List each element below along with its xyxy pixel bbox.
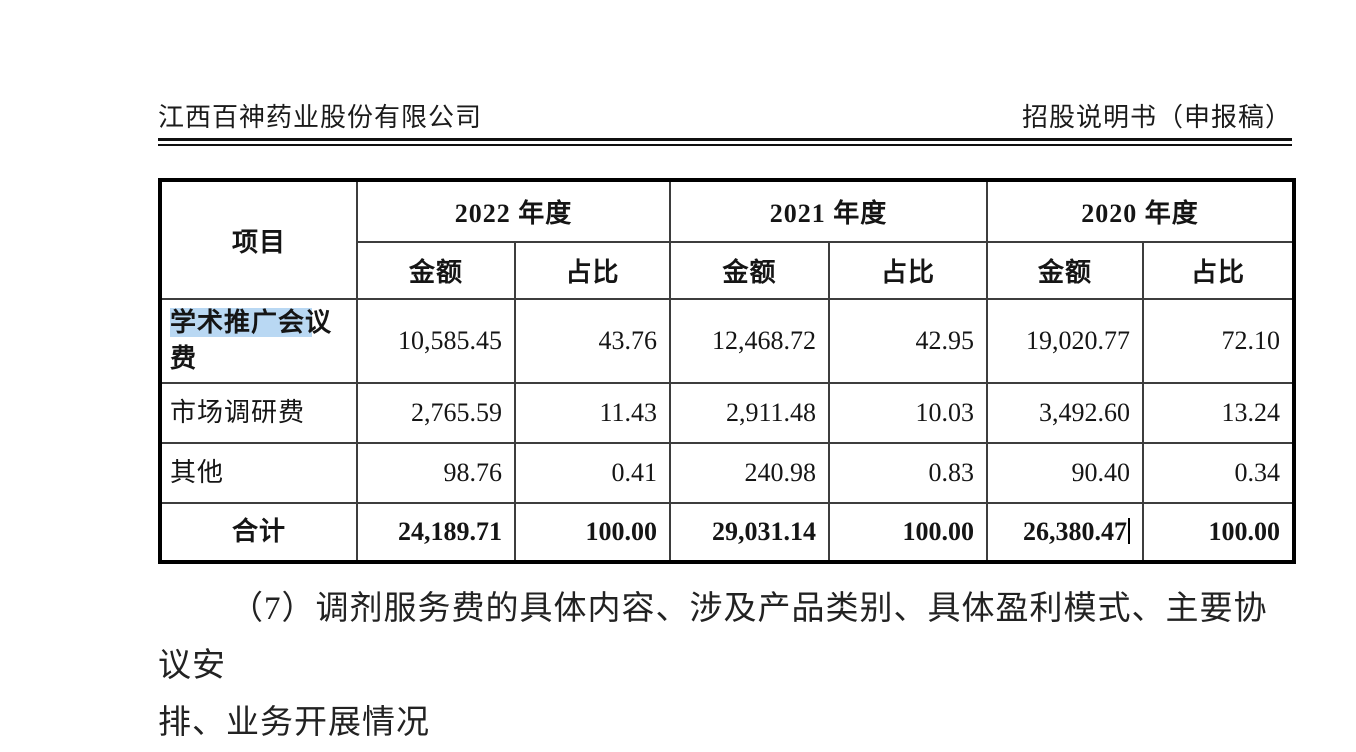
ratio-cell: 13.24 [1142, 382, 1296, 444]
year-header-2021: 2021 年度 [669, 179, 989, 243]
amount-cell: 240.98 [669, 442, 831, 504]
row-label-total: 合计 [159, 502, 358, 563]
ratio-cell: 100.00 [1142, 502, 1296, 563]
amount-cell: 10,585.45 [356, 298, 516, 384]
subheader-ratio-2020: 占比 [1142, 241, 1296, 300]
expense-table: 项目 2022 年度 2021 年度 2020 年度 金额 占比 金额 占比 金… [158, 178, 1297, 564]
amount-cell: 98.76 [356, 442, 516, 504]
ratio-cell: 11.43 [513, 382, 672, 444]
ratio-cell: 0.41 [513, 442, 672, 504]
year-header-2022: 2022 年度 [355, 179, 672, 243]
subheader-amount-2022: 金额 [356, 241, 516, 300]
year-header-2020: 2020 年度 [986, 179, 1296, 243]
selection-highlight: 学术推广会 [170, 308, 313, 337]
row-label-other: 其他 [159, 442, 358, 504]
amount-cell: 19,020.77 [986, 298, 1145, 384]
amount-cell: 90.40 [986, 442, 1145, 504]
ratio-cell: 42.95 [828, 298, 989, 384]
subheader-amount-2021: 金额 [669, 241, 831, 300]
doc-title: 招股说明书（申报稿） [1021, 103, 1292, 132]
amount-cell: 29,031.14 [669, 502, 831, 563]
ratio-cell: 72.10 [1142, 298, 1296, 384]
ratio-cell: 0.34 [1142, 442, 1296, 504]
ratio-cell: 43.76 [513, 298, 672, 384]
amount-cell: 2,765.59 [356, 382, 516, 444]
amount-cell-with-cursor: 26,380.47 [986, 502, 1145, 563]
row-label-academic-promotion: 学术推广会议费 [159, 298, 358, 384]
company-name: 江西百神药业股份有限公司 [158, 103, 483, 132]
ratio-cell: 0.83 [828, 442, 989, 504]
ratio-cell: 100.00 [828, 502, 989, 563]
table-row: 学术推广会议费 10,585.45 43.76 12,468.72 42.95 … [159, 298, 1296, 384]
table-row-total: 合计 24,189.71 100.00 29,031.14 100.00 26,… [159, 502, 1296, 563]
ratio-cell: 10.03 [828, 382, 989, 444]
amount-cell: 2,911.48 [669, 382, 831, 444]
subheader-amount-2020: 金额 [986, 241, 1145, 300]
subheader-ratio-2022: 占比 [513, 241, 672, 300]
text-cursor [1128, 518, 1131, 544]
amount-cell: 12,468.72 [669, 298, 831, 384]
table-row: 其他 98.76 0.41 240.98 0.83 90.40 0.34 [159, 442, 1296, 504]
header-rule [158, 138, 1292, 146]
amount-cell: 3,492.60 [986, 382, 1145, 444]
table-row: 市场调研费 2,765.59 11.43 2,911.48 10.03 3,49… [159, 382, 1296, 444]
amount-cell: 24,189.71 [356, 502, 516, 563]
section-heading-paragraph: （7）调剂服务费的具体内容、涉及产品类别、具体盈利模式、主要协议安 排、业务开展… [158, 591, 1268, 741]
row-label-market-research: 市场调研费 [159, 382, 358, 444]
item-column-header: 项目 [159, 179, 358, 300]
ratio-cell: 100.00 [513, 502, 672, 563]
subheader-ratio-2021: 占比 [828, 241, 989, 300]
doc-header: 江西百神药业股份有限公司 招股说明书（申报稿） [158, 97, 1292, 134]
